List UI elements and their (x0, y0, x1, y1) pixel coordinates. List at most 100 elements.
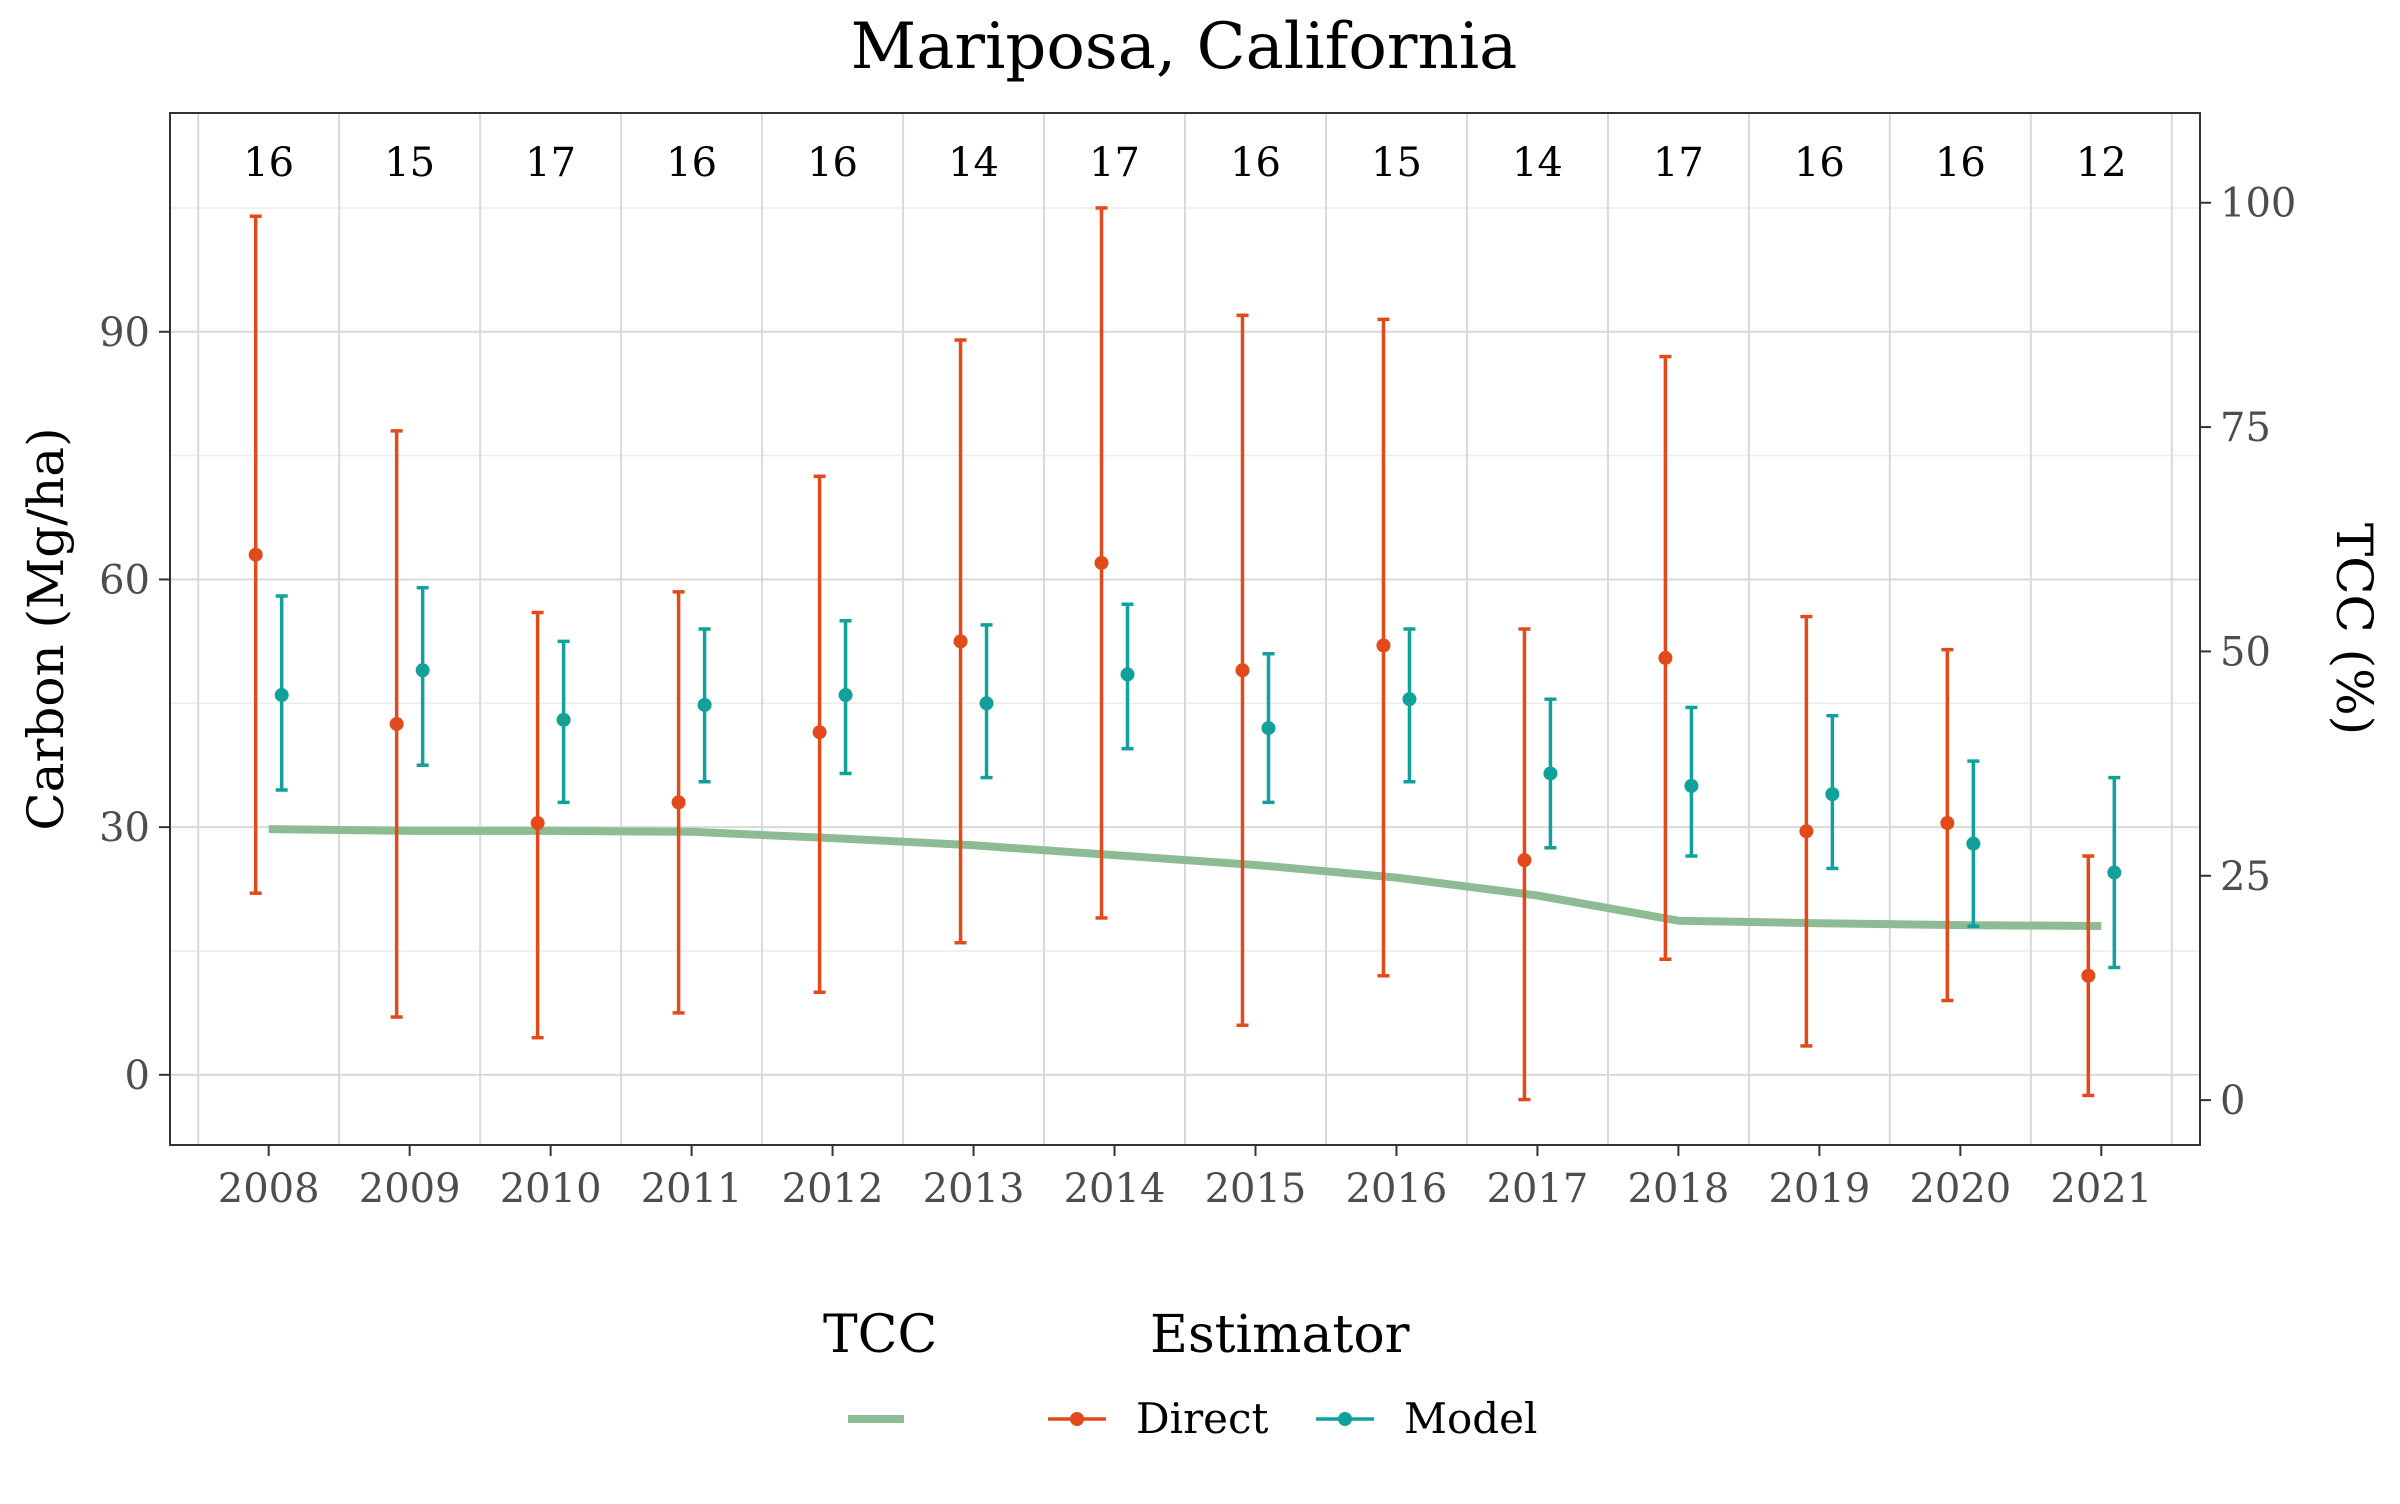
sample-count-label: 14 (948, 140, 999, 186)
sample-count-label: 16 (807, 140, 858, 186)
series-layer (248, 206, 2122, 1102)
model-point (979, 696, 994, 711)
model-point (556, 712, 571, 727)
legend-title-estimator: Estimator (1150, 1305, 1410, 1365)
model-pointrange (1966, 759, 1981, 928)
model-point (838, 688, 853, 703)
direct-pointrange (389, 429, 404, 1019)
direct-pointrange (248, 214, 263, 895)
tcc-line (268, 825, 2102, 930)
y2-axis-tick-label: 0 (2220, 1078, 2245, 1124)
model-pointrange (1684, 705, 1699, 858)
direct-point (671, 795, 686, 810)
tcc-layer (268, 825, 2102, 930)
x-axis-tick-label: 2016 (1346, 1166, 1448, 1212)
direct-point (953, 634, 968, 649)
direct-pointrange (1517, 627, 1532, 1102)
direct-point (248, 547, 263, 562)
legend-label-direct: Direct (1136, 1394, 1269, 1443)
y2-axis-tick-label: 25 (2220, 854, 2271, 900)
model-point (1825, 787, 1840, 802)
legend-key-model-point (1338, 1412, 1352, 1426)
model-point (415, 663, 430, 678)
y2-axis-tick-label: 75 (2220, 405, 2271, 451)
direct-pointrange (1235, 313, 1250, 1028)
direct-pointrange (1376, 317, 1391, 978)
sample-count-label: 16 (1230, 140, 1281, 186)
x-axis-tick-label: 2020 (1909, 1166, 2011, 1212)
x-axis-tick-label: 2018 (1628, 1166, 1730, 1212)
model-pointrange (1543, 697, 1558, 850)
model-point (1543, 766, 1558, 781)
direct-point (812, 725, 827, 740)
direct-pointrange (1094, 206, 1109, 920)
plot-panel-border (169, 112, 2201, 1146)
legend-label-model: Model (1404, 1394, 1537, 1443)
x-axis-tick-label: 2008 (218, 1166, 320, 1212)
direct-point (1799, 824, 1814, 839)
sample-count-label: 12 (2076, 140, 2127, 186)
y2-axis-title: TCC (%) (2325, 523, 2383, 735)
x-axis-tick-label: 2012 (782, 1166, 884, 1212)
model-point (2107, 865, 2122, 880)
x-axis-tick-label: 2015 (1205, 1166, 1307, 1212)
axis-layer: 0 30 60 90 0 25 50 75 100 2008 2009 2010 2011 2012 201… (99, 181, 2296, 1212)
legend-key-direct-point (1070, 1412, 1084, 1426)
x-axis-tick-label: 2017 (1487, 1166, 1589, 1212)
model-point (1120, 667, 1135, 682)
direct-pointrange (812, 474, 827, 995)
y2-axis-tick-label: 100 (2220, 181, 2296, 227)
model-point (1966, 836, 1981, 851)
model-pointrange (979, 623, 994, 780)
direct-pointrange (1658, 354, 1673, 961)
direct-point (1658, 650, 1673, 665)
sample-count-label: 16 (243, 140, 294, 186)
legend-title-tcc: TCC (823, 1305, 937, 1365)
x-axis-tick-label: 2014 (1064, 1166, 1166, 1212)
sample-count-label: 17 (525, 140, 576, 186)
model-pointrange (1261, 652, 1276, 805)
count-layer: 16 15 17 16 16 14 17 16 15 14 17 16 16 12 (243, 140, 2127, 186)
sample-count-label: 17 (1653, 140, 1704, 186)
direct-point (2081, 968, 2096, 983)
sample-count-label: 14 (1512, 140, 1563, 186)
direct-pointrange (671, 590, 686, 1015)
model-pointrange (2107, 775, 2122, 970)
model-pointrange (1120, 602, 1135, 751)
direct-point (389, 716, 404, 731)
sample-count-label: 16 (666, 140, 717, 186)
sample-count-label: 15 (1371, 140, 1422, 186)
direct-point (530, 816, 545, 831)
direct-pointrange (2081, 854, 2096, 1098)
direct-point (1376, 638, 1391, 653)
sample-count-label: 17 (1089, 140, 1140, 186)
direct-pointrange (953, 338, 968, 945)
model-point (1261, 721, 1276, 736)
model-point (1402, 692, 1417, 707)
direct-point (1940, 816, 1955, 831)
model-pointrange (556, 639, 571, 805)
model-pointrange (274, 594, 289, 792)
model-pointrange (838, 618, 853, 776)
direct-point (1235, 663, 1250, 678)
model-pointrange (697, 627, 712, 784)
direct-point (1517, 853, 1532, 868)
y2-axis-tick-label: 50 (2220, 629, 2271, 675)
y-axis-title: Carbon (Mg/ha) (17, 427, 75, 830)
y-axis-tick-label: 60 (99, 557, 150, 603)
model-point (1684, 778, 1699, 793)
model-pointrange (1825, 713, 1840, 871)
model-point (274, 688, 289, 703)
y-axis-tick-label: 30 (99, 805, 150, 851)
x-axis-tick-label: 2009 (359, 1166, 461, 1212)
model-pointrange (415, 585, 430, 767)
sample-count-label: 15 (384, 140, 435, 186)
legend: TCC Estimator Direct Model (823, 1305, 1537, 1443)
grid-layer (170, 113, 2200, 1145)
x-axis-tick-label: 2010 (500, 1166, 602, 1212)
direct-pointrange (1940, 647, 1955, 1003)
direct-pointrange (530, 610, 545, 1040)
sample-count-label: 16 (1935, 140, 1986, 186)
